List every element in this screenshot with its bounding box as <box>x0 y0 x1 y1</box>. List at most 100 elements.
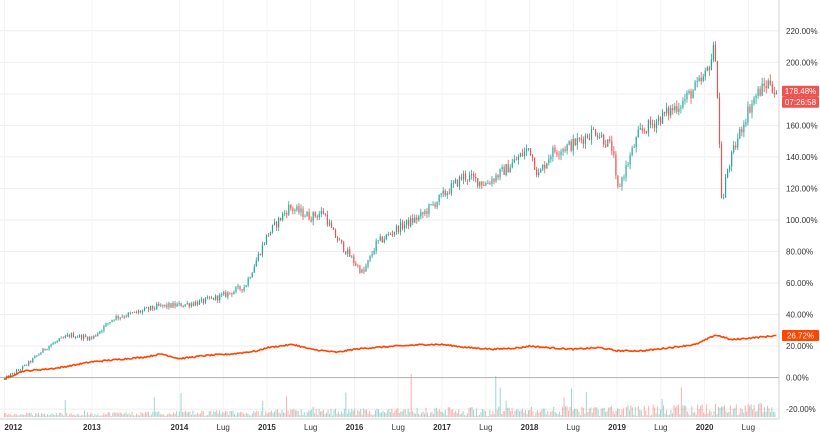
candle-body <box>227 292 229 297</box>
candle-body <box>269 231 272 236</box>
candle-body <box>550 156 552 160</box>
candle-body <box>633 147 635 149</box>
volume-bar <box>386 410 388 417</box>
volume-bar <box>673 405 675 417</box>
candle-body <box>85 335 87 337</box>
volume-bar <box>38 412 40 417</box>
volume-bar <box>171 414 173 417</box>
candle-body <box>332 227 335 230</box>
volume-bar <box>55 413 57 417</box>
volume-bar <box>692 412 694 417</box>
volume-bar <box>8 413 10 417</box>
volume-bar <box>691 406 693 417</box>
volume-bar <box>199 413 201 417</box>
volume-bar <box>654 407 656 417</box>
candle-body <box>639 128 641 130</box>
candle-body <box>554 147 556 153</box>
volume-bar <box>314 413 316 417</box>
volume-bar <box>582 408 584 417</box>
volume-bar <box>410 373 412 417</box>
candle-body <box>590 129 593 140</box>
volume-bar <box>526 414 528 417</box>
candle-body <box>324 214 326 215</box>
volume-bar <box>437 410 439 417</box>
candle-body <box>271 224 274 232</box>
volume-bar <box>30 412 32 417</box>
candle-body <box>330 222 333 228</box>
volume-bar <box>695 414 697 417</box>
x-tick-label: 2015 <box>258 423 276 432</box>
candle-body <box>54 342 56 344</box>
volume-bar <box>250 415 252 417</box>
volume-bar <box>688 414 690 417</box>
candle-body <box>548 159 550 164</box>
candle-body <box>509 167 511 173</box>
volume-bar <box>547 411 549 417</box>
candle-body <box>371 254 373 256</box>
candle-body <box>117 316 119 319</box>
candle-body <box>531 155 534 158</box>
volume-bar <box>216 410 218 417</box>
volume-bar <box>177 415 179 417</box>
volume-bar <box>162 413 164 417</box>
volume-bar <box>523 412 525 417</box>
candle-body <box>129 312 131 314</box>
candle-body <box>148 307 150 310</box>
candle-body <box>56 340 58 343</box>
x-tick-label: 2020 <box>696 423 714 432</box>
volume-bar <box>458 409 460 417</box>
candle-body <box>527 148 530 149</box>
candle-body <box>462 173 465 180</box>
candle-body <box>127 312 129 317</box>
candle-body <box>66 334 68 336</box>
volume-bar <box>333 410 335 417</box>
candle-body <box>607 139 609 147</box>
candle-body <box>375 240 377 252</box>
volume-bar <box>116 412 118 417</box>
volume-bar <box>109 412 111 417</box>
badge-box <box>782 96 819 108</box>
volume-bar <box>706 404 708 417</box>
volume-bar <box>596 407 598 417</box>
volume-bar <box>242 413 244 417</box>
volume-bar <box>425 407 427 417</box>
volume-bar <box>459 414 461 417</box>
y-tick-label: -20.00% <box>786 405 816 414</box>
volume-bar <box>548 415 550 417</box>
volume-bar <box>645 410 647 417</box>
volume-bar <box>624 415 626 417</box>
candle-body <box>513 159 515 163</box>
volume-bar <box>97 413 99 417</box>
candle-body <box>359 265 361 273</box>
candle-body <box>296 206 298 211</box>
volume-bar <box>373 414 375 417</box>
candle-body <box>298 206 300 213</box>
candle-body <box>239 286 241 290</box>
volume-bar <box>43 413 45 417</box>
volume-bar <box>23 415 25 417</box>
volume-bar <box>20 414 22 417</box>
candle-body <box>111 319 113 323</box>
candle-body <box>355 263 357 266</box>
volume-bar <box>187 412 189 417</box>
volume-bar <box>155 411 157 417</box>
volume-bar <box>700 405 702 417</box>
volume-bar <box>81 415 83 417</box>
volume-bar <box>542 408 544 417</box>
candle-body <box>615 154 617 176</box>
candle-body <box>273 221 276 225</box>
volume-bar <box>643 405 645 417</box>
volume-bar <box>530 406 532 417</box>
volume-bar <box>98 415 100 417</box>
volume-bar <box>214 411 216 417</box>
candle-body <box>131 312 133 314</box>
candle-body <box>745 122 747 125</box>
volume-bar <box>346 413 348 417</box>
candle-body <box>521 153 524 156</box>
candle-body <box>611 141 613 152</box>
volume-bar <box>257 411 259 417</box>
volume-bar <box>364 409 366 417</box>
volume-bar <box>743 412 745 417</box>
